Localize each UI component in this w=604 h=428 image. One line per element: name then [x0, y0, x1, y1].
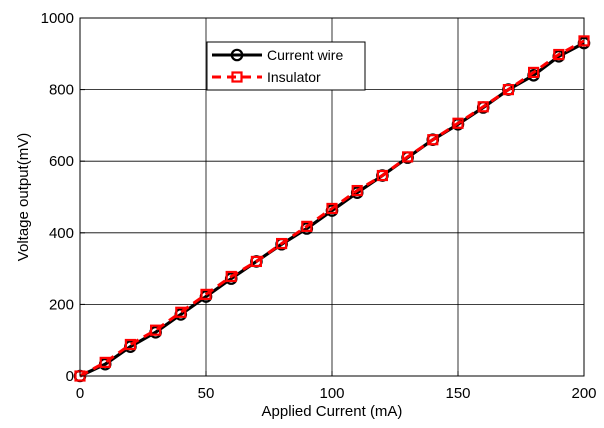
y-axis-title: Voltage output(mV) [15, 133, 32, 261]
x-tick-label: 200 [571, 385, 596, 402]
data-point [150, 324, 162, 336]
data-point [225, 270, 237, 283]
legend-marker [231, 71, 243, 83]
x-tick-label: 150 [445, 385, 470, 402]
y-tick-label: 800 [49, 82, 74, 99]
y-tick-label: 1000 [41, 10, 74, 27]
y-tick-label: 0 [66, 368, 74, 385]
legend-item: Current wire [212, 47, 343, 63]
y-tick-label: 600 [49, 153, 74, 170]
data-point [452, 117, 464, 129]
data-point [250, 255, 262, 268]
legend-item: Insulator [212, 69, 321, 85]
data-point [276, 237, 288, 250]
x-tick-label: 100 [319, 385, 344, 402]
legend-label: Insulator [267, 69, 321, 85]
tick-labels: 0 50 100 150 200 0 200 400 600 800 1000 [41, 10, 597, 402]
data-point [326, 202, 338, 215]
data-point [477, 101, 489, 113]
legend-marker [230, 48, 244, 62]
y-tick-label: 400 [49, 225, 74, 242]
series-line [79, 41, 585, 378]
x-tick-label: 0 [76, 385, 84, 402]
x-tick-label: 50 [198, 385, 215, 402]
data-point [301, 220, 313, 232]
data-point [351, 184, 363, 197]
data-point [200, 288, 212, 300]
data-point [527, 66, 540, 79]
y-tick-label: 200 [49, 296, 74, 313]
legend-label: Current wire [267, 47, 343, 63]
data-point [502, 83, 514, 96]
data-point [376, 169, 388, 182]
data-point [99, 356, 111, 368]
x-axis-title: Applied Current (mA) [262, 403, 403, 420]
data-point [175, 306, 187, 318]
data-point [124, 338, 137, 351]
data-point [578, 35, 590, 47]
data-point [427, 134, 439, 146]
series-line [79, 39, 585, 378]
legend: Current wire Insulator [206, 41, 366, 91]
data-point [402, 151, 414, 163]
data-point [553, 48, 565, 61]
